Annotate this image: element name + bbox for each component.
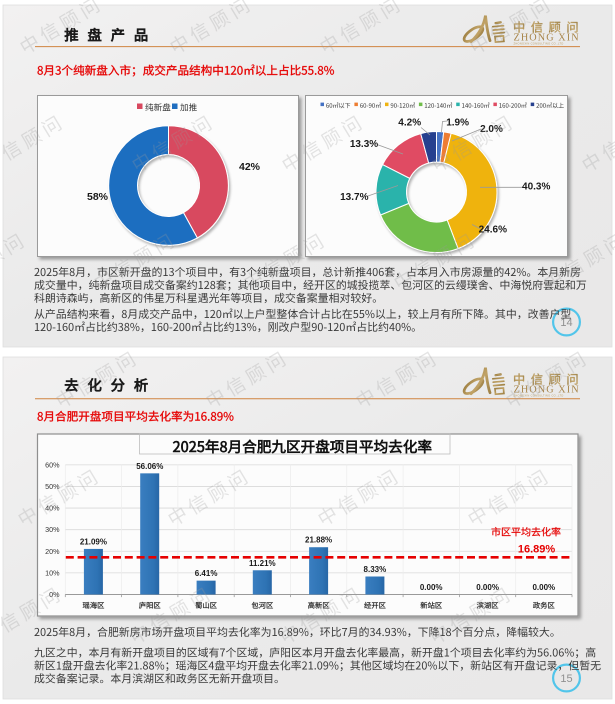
svg-text:60%: 60% (45, 460, 60, 469)
svg-text:20%: 20% (45, 547, 60, 556)
svg-text:40%: 40% (45, 504, 60, 513)
svg-text:2.0%: 2.0% (480, 124, 503, 135)
svg-text:42%: 42% (239, 161, 261, 173)
svg-text:13.3%: 13.3% (350, 139, 378, 150)
svg-text:ZHONGXIN CONSULTING CO.,LTD: ZHONGXIN CONSULTING CO.,LTD (514, 394, 564, 398)
svg-text:30%: 30% (45, 525, 60, 534)
svg-text:1.9%: 1.9% (446, 117, 469, 128)
svg-text:0.00%: 0.00% (532, 583, 555, 592)
svg-text:0.00%: 0.00% (476, 583, 499, 592)
svg-text:16.89%: 16.89% (518, 544, 556, 556)
svg-text:24.6%: 24.6% (479, 225, 507, 236)
svg-text:50%: 50% (45, 482, 60, 491)
svg-text:15: 15 (560, 673, 572, 685)
svg-text:13.7%: 13.7% (340, 192, 368, 203)
svg-text:14: 14 (560, 317, 572, 329)
svg-text:6.41%: 6.41% (195, 569, 218, 578)
svg-text:56.06%: 56.06% (136, 462, 163, 471)
svg-text:0%: 0% (49, 590, 60, 599)
svg-text:4.2%: 4.2% (398, 118, 421, 129)
svg-text:ZHONG XIN: ZHONG XIN (514, 32, 580, 43)
svg-text:0.00%: 0.00% (420, 583, 443, 592)
svg-text:40.3%: 40.3% (522, 182, 550, 193)
svg-text:58%: 58% (87, 191, 109, 203)
svg-text:21.09%: 21.09% (80, 537, 107, 546)
svg-text:10%: 10% (45, 568, 60, 577)
svg-text:11.21%: 11.21% (249, 559, 276, 568)
svg-text:21.88%: 21.88% (305, 536, 332, 545)
svg-text:ZHONGXIN CONSULTING CO.,LTD: ZHONGXIN CONSULTING CO.,LTD (514, 41, 564, 45)
svg-text:ZHONG XIN: ZHONG XIN (514, 385, 580, 396)
svg-text:8.33%: 8.33% (364, 565, 387, 574)
